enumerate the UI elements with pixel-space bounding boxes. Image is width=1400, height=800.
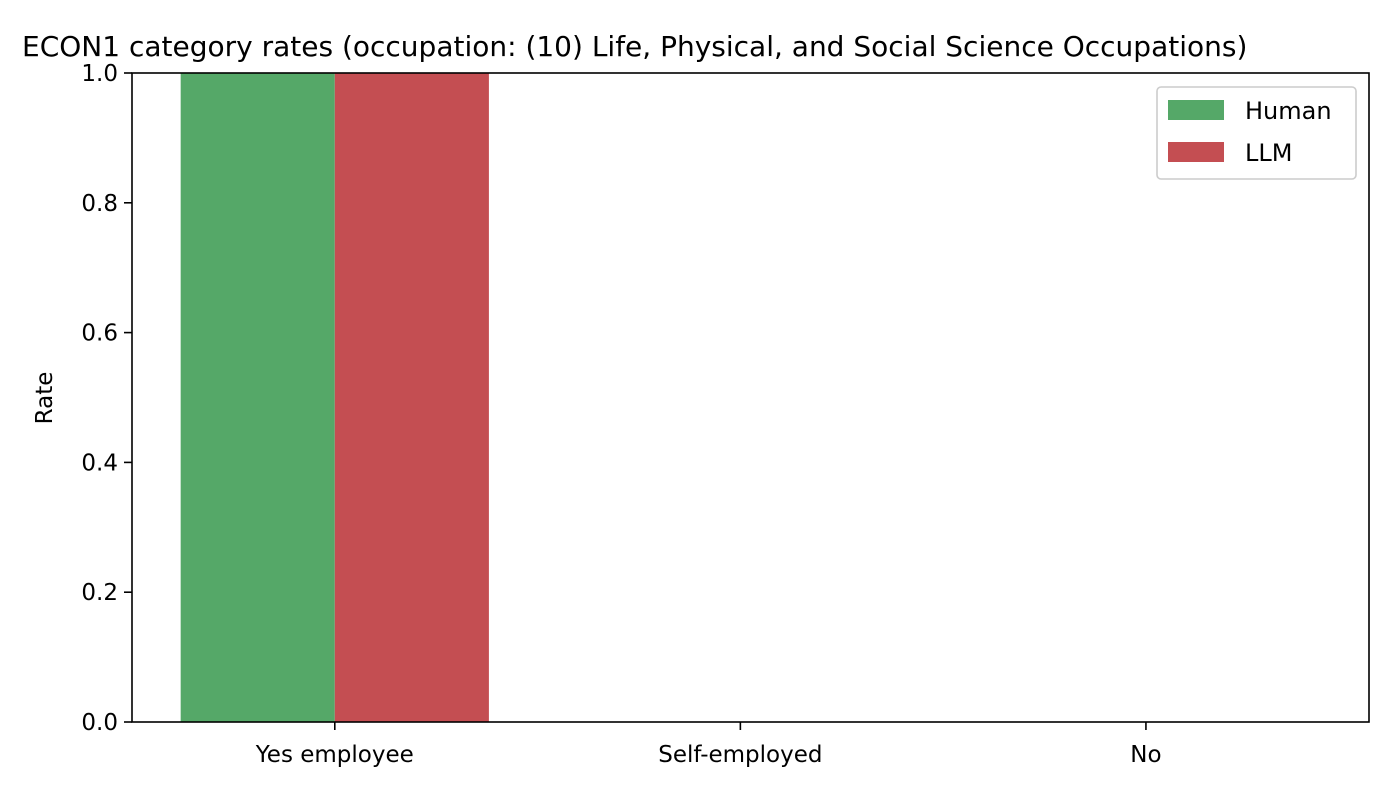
x-tick-label: No [1130,742,1161,768]
y-tick-label: 0.8 [81,191,118,217]
y-tick-label: 0.6 [81,321,118,347]
plot-frame [131,72,1370,723]
legend-label-llm: LLM [1245,139,1292,167]
y-axis-label: Rate [32,372,58,425]
y-tick-label: 0.4 [81,450,118,476]
legend-label-human: Human [1245,97,1332,125]
y-axis-ticks: 0.0 0.2 0.4 0.6 0.8 1.0 [81,61,132,736]
y-tick-label: 0.2 [81,580,118,606]
chart-title: ECON1 category rates (occupation: (10) L… [22,30,1247,63]
legend-swatch-human [1168,100,1224,120]
y-tick-label: 1.0 [81,61,118,87]
bar-llm-yes-employee [334,73,489,722]
legend: Human LLM [1156,86,1357,180]
x-tick-label: Yes employee [255,742,414,768]
x-axis-ticks: Yes employee Self-employed No [255,722,1162,768]
bars-group [180,73,489,722]
x-tick-label: Self-employed [658,742,822,768]
y-tick-label: 0.0 [81,710,118,736]
legend-swatch-llm [1168,142,1224,162]
bar-human-yes-employee [180,73,335,722]
